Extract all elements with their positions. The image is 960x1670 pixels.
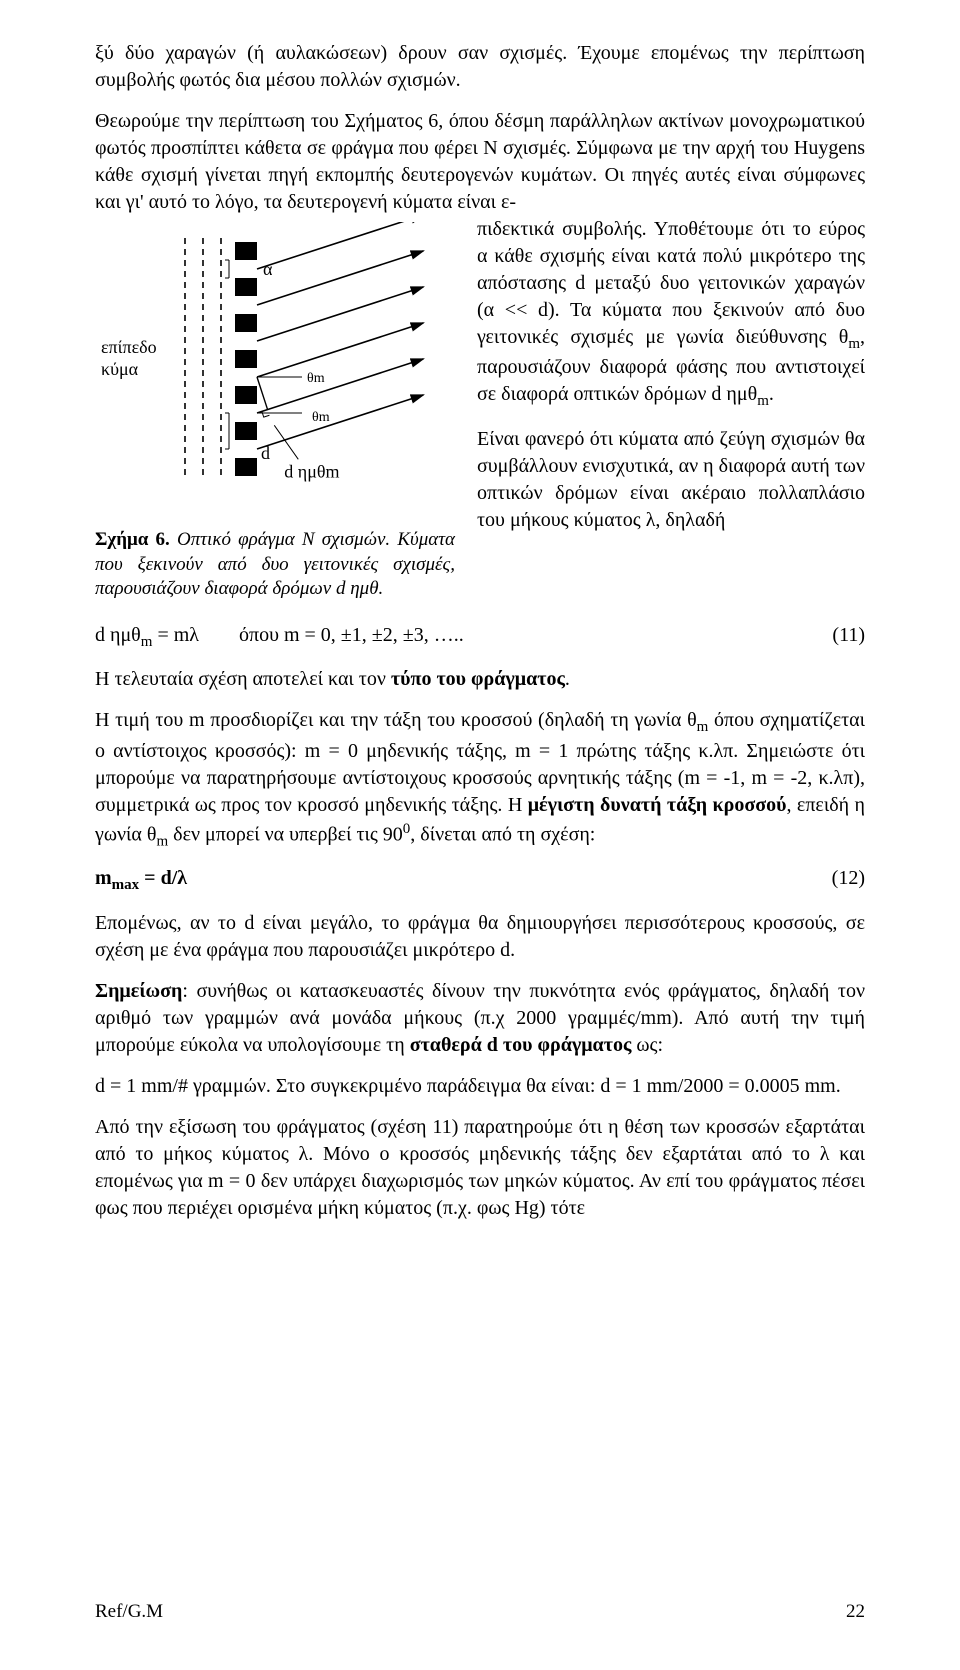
- paragraph-10: Από την εξίσωση του φράγματος (σχέση 11)…: [95, 1114, 865, 1222]
- p6-sub-m2: m: [156, 833, 168, 849]
- p3-sub-m1: m: [848, 336, 860, 352]
- svg-text:d: d: [261, 443, 270, 463]
- p3-sub-m2: m: [757, 393, 769, 409]
- eq12-body: mmax = d/λ: [95, 865, 187, 895]
- paragraph-5: Η τελευταία σχέση αποτελεί και τον τύπο …: [95, 666, 865, 693]
- p6f: , δίνεται από τη σχέση:: [410, 823, 595, 845]
- p8c: σταθερά d του φράγματος: [410, 1034, 632, 1056]
- equation-11: d ημθm = mλ όπου m = 0, ±1, ±2, ±3, ….. …: [95, 622, 865, 652]
- paragraph-6: Η τιμή του m προσδιορίζει και την τάξη τ…: [95, 707, 865, 851]
- paragraph-7: Επομένως, αν το d είναι μεγάλο, το φράγμ…: [95, 910, 865, 964]
- svg-text:θm: θm: [307, 371, 325, 386]
- footer-right: 22: [846, 1599, 865, 1625]
- svg-text:d ημθm: d ημθm: [284, 461, 339, 481]
- svg-text:θm: θm: [312, 410, 330, 425]
- eq11-body: d ημθm = mλ όπου m = 0, ±1, ±2, ±3, …..: [95, 622, 464, 652]
- p6-sub-m1: m: [697, 719, 709, 735]
- p5b: τύπο του φράγματος: [391, 668, 565, 690]
- figure-6-block: θm θm d ημθm α d επίπεδοκύμα Σχήμα 6. Οπτικό …: [95, 222, 455, 602]
- p5a: Η τελευταία σχέση αποτελεί και τον: [95, 668, 391, 690]
- p8d: ως:: [631, 1034, 663, 1056]
- eq11-mid: = mλ όπου m = 0, ±1, ±2, ±3, …..: [152, 624, 463, 646]
- figure-6-caption: Σχήμα 6. Οπτικό φράγμα N σχισμών. Κύματα…: [95, 528, 455, 602]
- paragraph-8: Σημείωση: συνήθως οι κατασκευαστές δίνου…: [95, 978, 865, 1059]
- p8a: Σημείωση: [95, 980, 182, 1002]
- eq11-num: (11): [812, 622, 865, 649]
- eq11-lhs: d ημθ: [95, 624, 141, 646]
- p6e: δεν μπορεί να υπερβεί τις 90: [168, 823, 403, 845]
- eq11-sub-m: m: [141, 634, 153, 650]
- paragraph-2: Θεωρούμε την περίπτωση του Σχήματος 6, ό…: [95, 108, 865, 216]
- equation-12: mmax = d/λ (12): [95, 865, 865, 895]
- eq12-lhs: m: [95, 867, 112, 889]
- eq12-sub: max: [112, 877, 140, 893]
- p6a: Η τιμή του m προσδιορίζει και την τάξη τ…: [95, 709, 697, 731]
- p3a: πιδεκτικά συμβολής. Υποθέτουμε ότι το εύ…: [477, 218, 865, 348]
- p3c: .: [769, 383, 774, 405]
- figure-6-svg: θm θm d ημθm α d επίπεδοκύμα: [95, 222, 455, 522]
- svg-text:α: α: [263, 259, 273, 279]
- p6c: μέγιστη δυνατή τάξη κροσσού: [528, 794, 787, 816]
- paragraph-1: ξύ δύο χαραγών (ή αυλακώσεων) δρουν σαν …: [95, 40, 865, 94]
- paragraph-9: d = 1 mm/# γραμμών. Στο συγκεκριμένο παρ…: [95, 1073, 865, 1100]
- svg-text:επίπεδο: επίπεδο: [101, 337, 157, 357]
- eq12-num: (12): [812, 865, 865, 892]
- eq12-rhs: = d/λ: [139, 867, 187, 889]
- page-footer: Ref/G.M 22: [95, 1599, 865, 1625]
- svg-text:κύμα: κύμα: [101, 359, 139, 379]
- figcap-label: Σχήμα 6.: [95, 529, 170, 550]
- footer-left: Ref/G.M: [95, 1599, 163, 1625]
- p5c: .: [565, 668, 570, 690]
